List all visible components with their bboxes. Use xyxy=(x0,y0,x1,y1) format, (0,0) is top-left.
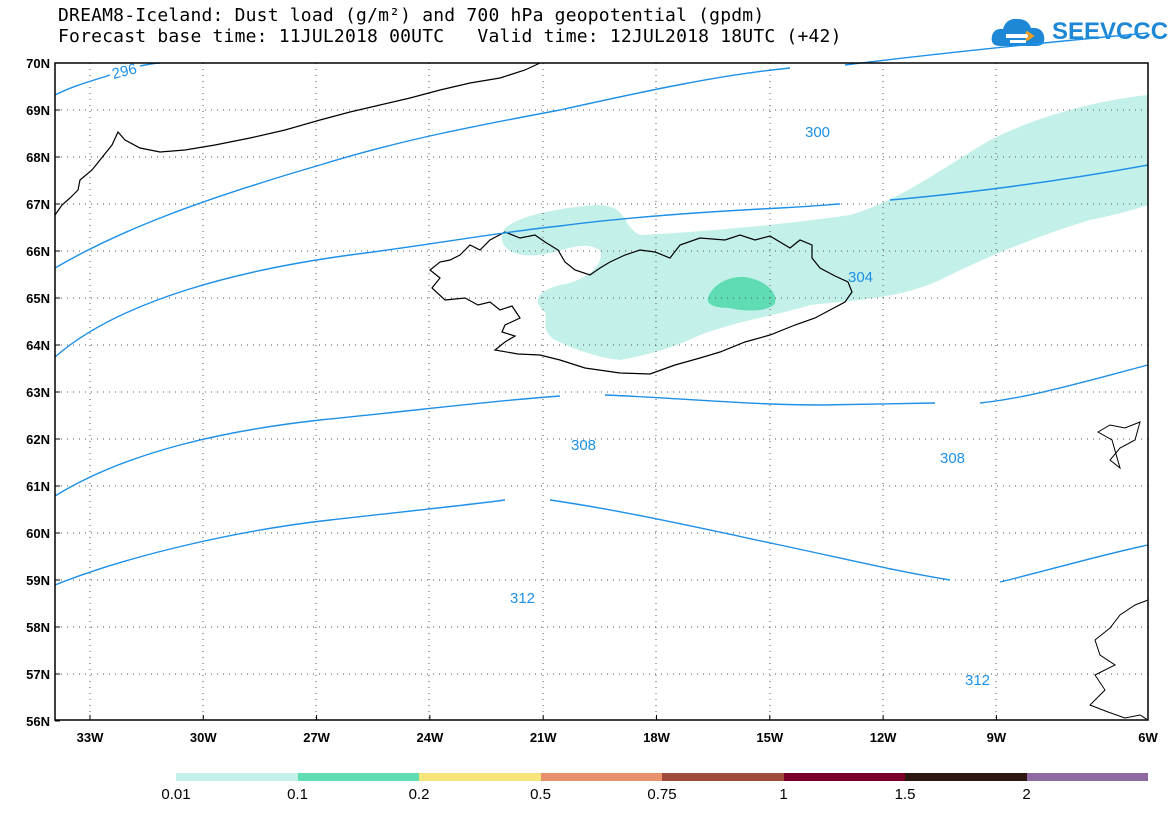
lat-label: 62N xyxy=(26,432,50,447)
contour-312-c xyxy=(999,544,1149,583)
contour-300 xyxy=(54,32,1149,269)
lat-label: 60N xyxy=(26,526,50,541)
longitude-axis: 33W 30W 27W 24W 21W 18W 15W 12W 9W 6W xyxy=(77,715,1158,745)
colorbar-label: 0.75 xyxy=(647,786,677,803)
colorbar-label: 0.01 xyxy=(161,786,191,803)
lon-label: 18W xyxy=(643,730,670,745)
lat-label: 64N xyxy=(26,338,50,353)
dust-region-low xyxy=(501,95,1148,360)
colorbar-segment xyxy=(176,773,298,781)
geopotential-contours xyxy=(54,32,1149,586)
lon-label: 12W xyxy=(870,730,897,745)
seevccc-logo xyxy=(990,12,1130,56)
contour-label-308a: 308 xyxy=(571,437,596,454)
lon-label: 9W xyxy=(987,730,1007,745)
colorbar-segment xyxy=(662,773,784,781)
colorbar-segment xyxy=(540,773,662,781)
contour-label-312a: 312 xyxy=(510,590,535,607)
lat-label: 56N xyxy=(26,714,50,729)
lon-label: 30W xyxy=(190,730,217,745)
contour-label-296: 296 xyxy=(110,60,138,83)
lat-label: 66N xyxy=(26,244,50,259)
contour-312-b xyxy=(549,499,951,581)
contour-label-308b: 308 xyxy=(940,450,965,467)
contour-labels: 296 300 304 308 308 312 312 xyxy=(110,60,990,689)
colorbar-label: 0.1 xyxy=(287,786,308,803)
greenland-coastline xyxy=(54,62,541,216)
lat-label: 58N xyxy=(26,620,50,635)
lon-label: 21W xyxy=(530,730,557,745)
contour-312-a xyxy=(54,499,506,586)
lat-label: 69N xyxy=(26,103,50,118)
colorbar-label: 2 xyxy=(1022,786,1031,803)
contour-304 xyxy=(54,164,1149,358)
lon-label: 15W xyxy=(756,730,783,745)
contour-label-300: 300 xyxy=(805,124,830,141)
cloud-icon xyxy=(991,18,1045,46)
lat-label: 61N xyxy=(26,479,50,494)
map-title-line2: Forecast base time: 11JUL2018 00UTC Vali… xyxy=(58,26,842,47)
lat-label: 65N xyxy=(26,291,50,306)
lat-label: 70N xyxy=(26,56,50,71)
lat-label: 57N xyxy=(26,667,50,682)
colorbar-label: 1.5 xyxy=(894,786,916,803)
colorbar-label: 0.5 xyxy=(530,786,551,803)
lat-label: 67N xyxy=(26,197,50,212)
colorbar xyxy=(176,773,1148,781)
contour-308-a xyxy=(54,394,936,497)
colorbar-segment xyxy=(905,773,1027,781)
lon-label: 24W xyxy=(417,730,444,745)
colorbar-label: 0.2 xyxy=(408,786,430,803)
colorbar-segment xyxy=(297,773,419,781)
lat-label: 59N xyxy=(26,573,50,588)
lon-label: 33W xyxy=(77,730,104,745)
scotland-coastline xyxy=(1089,599,1149,721)
colorbar-segment xyxy=(419,773,541,781)
graticule xyxy=(55,63,1148,720)
faroe-coastline xyxy=(1097,421,1141,470)
lon-label: 6W xyxy=(1138,730,1158,745)
contour-label-312b: 312 xyxy=(965,672,990,689)
contour-296 xyxy=(54,62,161,96)
dust-region-mid xyxy=(707,276,776,311)
colorbar-label: 1 xyxy=(779,786,788,803)
iceland-coastline xyxy=(429,231,853,375)
contour-label-304: 304 xyxy=(848,269,873,286)
latitude-axis: 70N 69N 68N 67N 66N 65N 64N 63N 62N 61N 60N 59N 58N 5… xyxy=(26,56,60,729)
lat-label: 68N xyxy=(26,150,50,165)
map-title-line1: DREAM8-Iceland: Dust load (g/m²) and 700… xyxy=(58,5,765,26)
colorbar-segment xyxy=(1026,773,1148,781)
colorbar-segment xyxy=(783,773,905,781)
contour-308-b xyxy=(979,364,1149,404)
lon-label: 27W xyxy=(303,730,330,745)
lat-label: 63N xyxy=(26,385,50,400)
